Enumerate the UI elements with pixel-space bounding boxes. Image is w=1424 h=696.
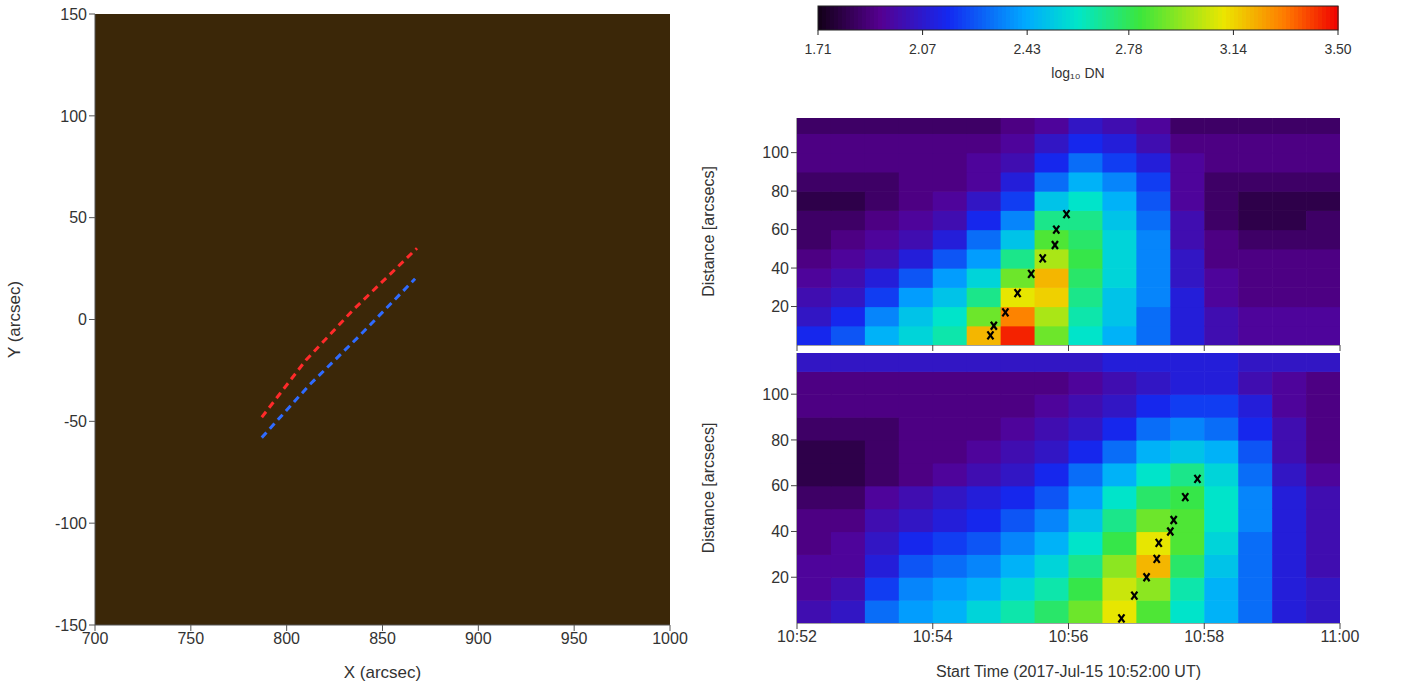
- svg-text:2.43: 2.43: [1014, 41, 1041, 57]
- svg-text:40: 40: [771, 260, 789, 277]
- svg-text:800: 800: [273, 630, 300, 647]
- svg-text:10:58: 10:58: [1184, 628, 1224, 645]
- svg-text:10:54: 10:54: [913, 628, 953, 645]
- svg-text:950: 950: [561, 630, 588, 647]
- svg-text:10:52: 10:52: [777, 628, 817, 645]
- svg-text:Start Time (2017-Jul-15 10:52:: Start Time (2017-Jul-15 10:52:00 UT): [936, 663, 1201, 680]
- svg-text:Distance [arcsecs]: Distance [arcsecs]: [700, 166, 717, 297]
- svg-text:100: 100: [60, 108, 87, 125]
- svg-text:2.07: 2.07: [909, 41, 936, 57]
- svg-text:850: 850: [369, 630, 396, 647]
- svg-text:-50: -50: [64, 413, 87, 430]
- svg-text:80: 80: [771, 432, 789, 449]
- svg-text:60: 60: [771, 477, 789, 494]
- svg-text:2.78: 2.78: [1115, 41, 1142, 57]
- svg-text:900: 900: [465, 630, 492, 647]
- svg-text:3.14: 3.14: [1220, 41, 1247, 57]
- svg-text:10:56: 10:56: [1048, 628, 1088, 645]
- svg-text:-100: -100: [55, 515, 87, 532]
- svg-text:1000: 1000: [652, 630, 688, 647]
- svg-text:Y (arcsec): Y (arcsec): [5, 281, 24, 358]
- svg-text:80: 80: [771, 183, 789, 200]
- svg-text:60: 60: [771, 221, 789, 238]
- svg-text:-150: -150: [55, 617, 87, 634]
- svg-text:50: 50: [69, 209, 87, 226]
- svg-text:0: 0: [78, 311, 87, 328]
- svg-text:20: 20: [771, 298, 789, 315]
- svg-text:Distance [arcsecs]: Distance [arcsecs]: [700, 423, 717, 554]
- svg-text:20: 20: [771, 569, 789, 586]
- svg-text:150: 150: [60, 6, 87, 23]
- svg-text:1.71: 1.71: [804, 41, 831, 57]
- svg-text:11:00: 11:00: [1321, 628, 1360, 645]
- svg-text:700: 700: [81, 630, 109, 648]
- svg-text:100: 100: [762, 144, 789, 161]
- svg-text:X (arcsec): X (arcsec): [344, 663, 421, 682]
- svg-text:750: 750: [177, 630, 204, 647]
- svg-text:log₁₀ DN: log₁₀ DN: [1051, 65, 1104, 81]
- svg-text:3.50: 3.50: [1324, 41, 1351, 57]
- svg-text:100: 100: [762, 386, 789, 403]
- svg-text:40: 40: [771, 523, 789, 540]
